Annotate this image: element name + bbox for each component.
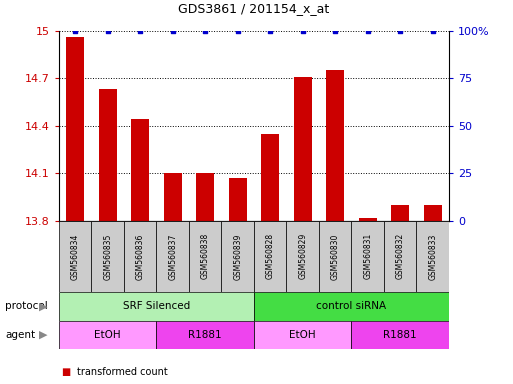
Bar [124, 221, 156, 292]
Text: GSM560829: GSM560829 [298, 233, 307, 280]
Text: GSM560834: GSM560834 [71, 233, 80, 280]
Bar [351, 321, 449, 349]
Point [364, 28, 372, 34]
Point [396, 28, 404, 34]
Bar [59, 221, 91, 292]
Text: transformed count: transformed count [77, 367, 168, 377]
Point [169, 28, 177, 34]
Bar [384, 221, 417, 292]
Text: R1881: R1881 [383, 330, 417, 340]
Bar [391, 205, 409, 221]
Bar [196, 173, 214, 221]
Bar [261, 134, 279, 221]
Bar [424, 205, 442, 221]
Bar [91, 221, 124, 292]
Text: ■: ■ [62, 367, 71, 377]
Text: agent: agent [5, 330, 35, 340]
Point [299, 28, 307, 34]
Text: GSM560837: GSM560837 [168, 233, 177, 280]
Bar [156, 221, 189, 292]
Bar [319, 221, 351, 292]
Text: GSM560832: GSM560832 [396, 233, 405, 280]
Point [428, 28, 437, 34]
Bar [359, 218, 377, 221]
Text: EtOH: EtOH [94, 330, 121, 340]
Bar [156, 321, 254, 349]
Bar [222, 221, 254, 292]
Text: GSM560828: GSM560828 [266, 233, 274, 280]
Text: GSM560831: GSM560831 [363, 233, 372, 280]
Text: EtOH: EtOH [289, 330, 316, 340]
Text: ▶: ▶ [40, 330, 48, 340]
Bar [254, 221, 286, 292]
Text: GSM560830: GSM560830 [331, 233, 340, 280]
Bar [59, 321, 156, 349]
Bar [131, 119, 149, 221]
Bar [254, 292, 449, 321]
Bar [351, 221, 384, 292]
Bar [417, 221, 449, 292]
Point [136, 28, 144, 34]
Text: SRF Silenced: SRF Silenced [123, 301, 190, 311]
Text: protocol: protocol [5, 301, 48, 311]
Text: GDS3861 / 201154_x_at: GDS3861 / 201154_x_at [179, 2, 329, 15]
Text: control siRNA: control siRNA [317, 301, 386, 311]
Point [266, 28, 274, 34]
Point [201, 28, 209, 34]
Bar [229, 178, 247, 221]
Point [233, 28, 242, 34]
Text: GSM560835: GSM560835 [103, 233, 112, 280]
Bar [286, 221, 319, 292]
Point [331, 28, 339, 34]
Bar [294, 77, 311, 221]
Bar [99, 89, 116, 221]
Bar [66, 37, 84, 221]
Point [71, 28, 80, 34]
Bar [59, 292, 254, 321]
Text: GSM560838: GSM560838 [201, 233, 210, 280]
Text: GSM560833: GSM560833 [428, 233, 437, 280]
Bar [326, 70, 344, 221]
Text: GSM560836: GSM560836 [136, 233, 145, 280]
Text: R1881: R1881 [188, 330, 222, 340]
Text: ▶: ▶ [40, 301, 48, 311]
Text: GSM560839: GSM560839 [233, 233, 242, 280]
Bar [164, 173, 182, 221]
Bar [189, 221, 222, 292]
Bar [254, 321, 351, 349]
Point [104, 28, 112, 34]
